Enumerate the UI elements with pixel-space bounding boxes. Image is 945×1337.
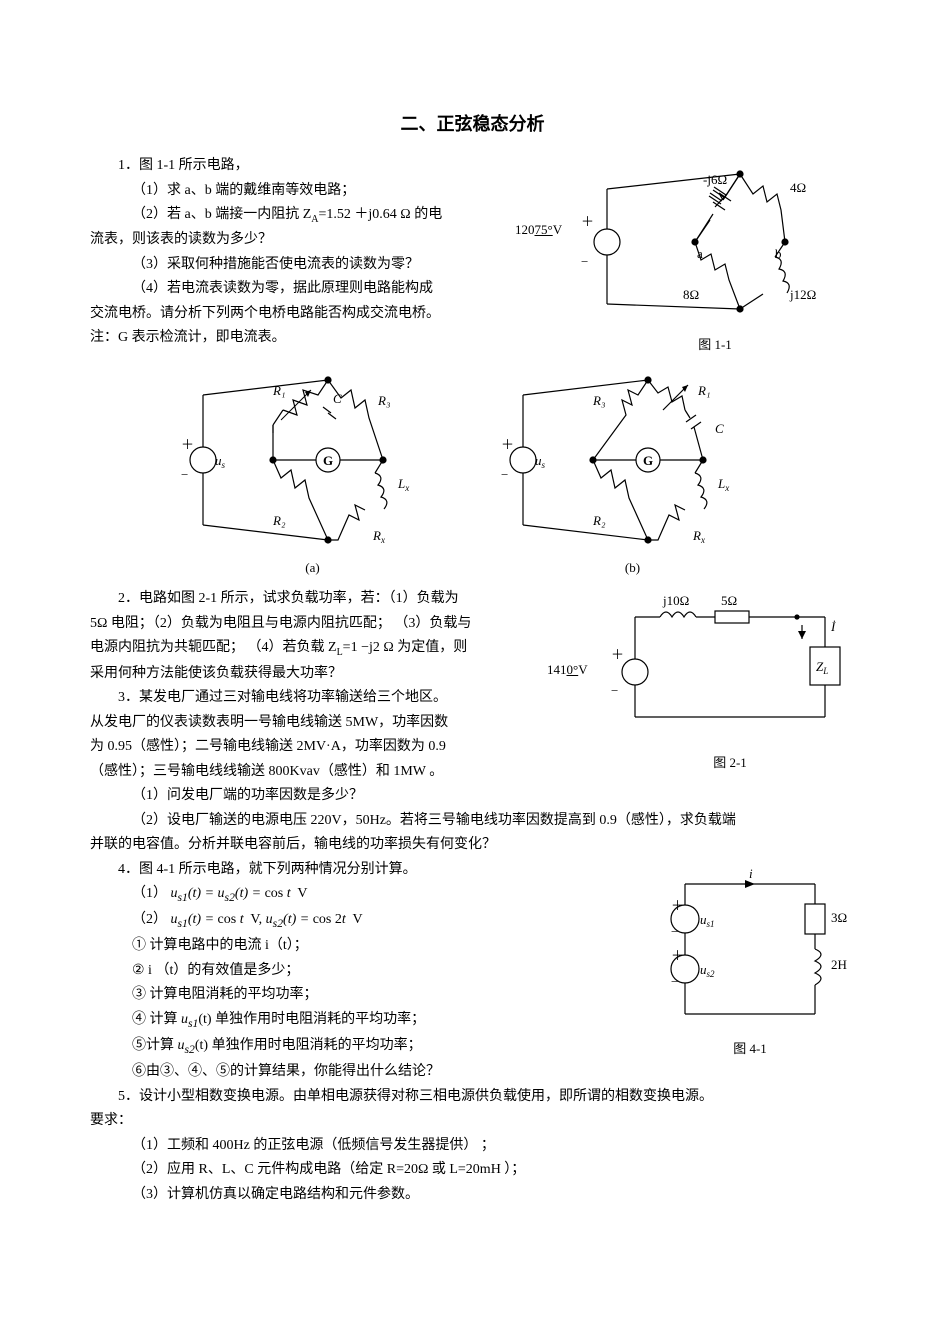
svg-text:−: − xyxy=(181,467,188,482)
fig1-1-zbr: j12Ω xyxy=(789,287,816,302)
fig-b-svg: ＋ − us G R₃ R₁ C R₂ Lx Rx xyxy=(493,365,773,555)
q5-1: 5．设计小型相数变换电源。由单相电源获得对称三相电源供负载使用，即所谓的相数变换… xyxy=(90,1085,855,1110)
svg-text:−: − xyxy=(671,974,678,989)
figure-4-1: i ＋ − ＋ − us1 us2 3Ω 2H 图 4-1 xyxy=(645,864,855,1061)
svg-text:ZL: ZL xyxy=(816,659,828,676)
fig-4-1-svg: i ＋ − ＋ − us1 us2 3Ω 2H xyxy=(645,864,855,1034)
svg-text:i: i xyxy=(749,866,753,881)
svg-text:R₃: R₃ xyxy=(592,393,605,408)
svg-text:3Ω: 3Ω xyxy=(831,910,847,925)
q5-5: （3）计算机仿真以确定电路结构和元件参数。 xyxy=(90,1183,855,1208)
svg-text:−: − xyxy=(501,467,508,482)
svg-text:Rx: Rx xyxy=(372,528,385,545)
page: 二、正弦稳态分析 xyxy=(0,0,945,1337)
fig1-1-minus: − xyxy=(581,254,588,269)
fig1-1-source-label: 12075°V xyxy=(515,219,590,242)
q3-7: 并联的电容值。分析并联电容前后，输电线的功率损失有何变化？ xyxy=(90,833,855,858)
figure-b: ＋ − us G R₃ R₁ C R₂ Lx Rx (b) xyxy=(493,365,773,580)
fig-a-svg: ＋ − us G R₁ C R₃ R₂ Lx Rx xyxy=(173,365,453,555)
svg-text:us: us xyxy=(215,453,226,470)
svg-text:Lx: Lx xyxy=(397,476,409,493)
svg-text:R₂: R₂ xyxy=(272,513,286,528)
svg-text:Rx: Rx xyxy=(692,528,705,545)
fig-a-caption: (a) xyxy=(173,557,453,580)
svg-text:j10Ω: j10Ω xyxy=(662,593,689,608)
figure-a: ＋ − us G R₁ C R₃ R₂ Lx Rx (a) xyxy=(173,365,453,580)
svg-text:＋: ＋ xyxy=(501,437,514,452)
fig1-1-zbl: 8Ω xyxy=(683,287,699,302)
q5-2: 要求： xyxy=(90,1109,855,1134)
fig-1-1-svg: -j6Ω 4Ω 8Ω j12Ω a b ＋ − xyxy=(575,154,855,329)
q5-3: （1）工频和 400Hz 的正弦电源（低频信号发生器提供） ； xyxy=(90,1134,855,1159)
svg-text:2H: 2H xyxy=(831,957,847,972)
svg-text:R₁: R₁ xyxy=(697,383,710,398)
svg-text:us1: us1 xyxy=(700,912,715,929)
body-text: -j6Ω 4Ω 8Ω j12Ω a b ＋ − 12075°V 图 1-1 1．… xyxy=(90,154,855,1207)
svg-text:R₁: R₁ xyxy=(272,383,285,398)
svg-text:−: − xyxy=(611,683,618,698)
svg-text:＋: ＋ xyxy=(671,898,684,913)
svg-text:İ: İ xyxy=(830,619,836,634)
svg-text:−: − xyxy=(671,924,678,939)
svg-text:us: us xyxy=(535,453,546,470)
figure-ab-row: ＋ − us G R₁ C R₃ R₂ Lx Rx (a) xyxy=(90,365,855,580)
svg-text:R₃: R₃ xyxy=(377,393,390,408)
fig2-1-source: 1410°V xyxy=(547,659,609,682)
svg-text:us2: us2 xyxy=(700,962,715,979)
svg-text:＋: ＋ xyxy=(181,437,194,452)
fig1-1-ztl: -j6Ω xyxy=(703,172,727,187)
fig-2-1-svg: j10Ω 5Ω İ ZL ＋ − xyxy=(605,587,855,737)
fig-b-caption: (b) xyxy=(493,557,773,580)
page-title: 二、正弦稳态分析 xyxy=(90,110,855,136)
svg-text:5Ω: 5Ω xyxy=(721,593,737,608)
figure-1-1: -j6Ω 4Ω 8Ω j12Ω a b ＋ − 12075°V 图 1-1 xyxy=(575,154,855,357)
figure-2-1: j10Ω 5Ω İ ZL ＋ − 1410°V 图 2-1 xyxy=(605,587,855,775)
fig1-1-b: b xyxy=(775,246,782,261)
q5-4: （2）应用 R、L、C 元件构成电路（给定 R=20Ω 或 L=20mH ）； xyxy=(90,1158,855,1183)
svg-text:G: G xyxy=(323,453,333,468)
svg-text:G: G xyxy=(643,453,653,468)
fig-2-1-caption: 图 2-1 xyxy=(605,752,855,775)
svg-text:C: C xyxy=(715,421,724,436)
svg-text:Lx: Lx xyxy=(717,476,729,493)
fig-4-1-caption: 图 4-1 xyxy=(645,1038,855,1061)
fig1-1-a: a xyxy=(697,246,703,261)
svg-text:R₂: R₂ xyxy=(592,513,606,528)
fig1-1-ztr: 4Ω xyxy=(790,180,806,195)
svg-text:C: C xyxy=(333,391,342,406)
q3-5: （1）问发电厂端的功率因数是多少？ xyxy=(90,784,855,809)
svg-text:＋: ＋ xyxy=(611,647,624,662)
fig-1-1-caption: 图 1-1 xyxy=(575,334,855,357)
q4-i6: ⑥由③、④、⑤的计算结果，你能得出什么结论？ xyxy=(90,1060,855,1085)
svg-text:＋: ＋ xyxy=(671,948,684,963)
q3-6: （2）设电厂输送的电源电压 220V，50Hz。若将三号输电线功率因数提高到 0… xyxy=(90,809,855,834)
